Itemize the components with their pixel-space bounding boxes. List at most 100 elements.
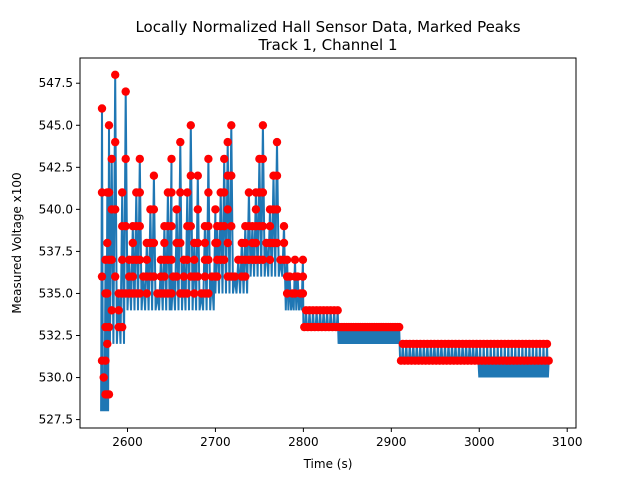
peak-marker	[272, 171, 282, 180]
peak-marker	[114, 306, 123, 315]
peak-marker	[282, 255, 292, 264]
peak-marker	[111, 70, 120, 80]
y-tick-label: 530.0	[39, 371, 73, 385]
peak-marker	[183, 289, 192, 298]
peak-marker	[104, 121, 114, 130]
peak-marker	[142, 289, 151, 298]
peak-marker	[183, 255, 192, 264]
signal-layer	[100, 74, 550, 412]
peak-marker	[190, 289, 199, 298]
x-tick-label: 3000	[464, 435, 495, 449]
peak-marker	[204, 154, 213, 164]
peak-marker	[279, 222, 289, 231]
peak-marker	[111, 205, 120, 214]
peak-marker	[111, 272, 120, 281]
peak-marker	[176, 188, 185, 197]
peak-marker	[204, 255, 213, 264]
peak-marker	[107, 255, 116, 264]
peak-marker	[128, 272, 137, 281]
peak-marker	[204, 188, 213, 197]
peak-marker	[220, 255, 229, 264]
peak-marker	[227, 121, 236, 130]
plot-area	[97, 70, 553, 412]
peak-marker	[241, 272, 250, 281]
peak-marker	[167, 188, 176, 197]
peak-marker	[193, 272, 202, 281]
peak-marker	[160, 238, 169, 248]
peak-marker	[272, 137, 282, 147]
peak-marker	[223, 238, 232, 248]
peak-marker	[186, 171, 195, 180]
peak-marker	[176, 137, 185, 147]
peak-marker	[107, 154, 116, 164]
peak-marker	[227, 171, 236, 180]
peak-marker	[544, 356, 553, 365]
peak-marker	[279, 238, 289, 248]
peak-marker	[149, 171, 159, 180]
peak-marker	[258, 255, 268, 264]
chart-title-line1: Locally Normalized Hall Sensor Data, Mar…	[135, 18, 520, 36]
y-axis-ticks: 527.5 530.0 532.5 535.0 537.5 540.0 542.5 545.0…	[39, 76, 80, 427]
peak-marker	[167, 222, 176, 231]
x-axis-ticks: 2600 2700 2800 2900 3000 3100	[112, 428, 582, 449]
peak-marker	[118, 188, 127, 197]
peak-marker	[149, 238, 159, 248]
peak-marker	[172, 205, 181, 214]
x-axis-label: Time (s)	[303, 457, 353, 471]
peak-marker	[121, 222, 130, 231]
y-tick-label: 527.5	[39, 413, 73, 427]
peak-marker	[542, 339, 552, 349]
peak-marker	[167, 289, 176, 298]
peak-marker	[272, 238, 282, 248]
peak-marker	[104, 390, 114, 399]
peak-marker	[220, 188, 229, 197]
signal-line	[100, 74, 550, 412]
peak-marker	[251, 205, 261, 214]
peak-marker	[230, 272, 239, 281]
peak-marker	[298, 255, 308, 264]
peak-marker	[99, 373, 108, 382]
peak-marker	[186, 222, 195, 231]
peak-marker	[213, 272, 222, 281]
peak-marker	[160, 272, 169, 281]
y-tick-label: 535.0	[39, 286, 73, 300]
peak-marker	[103, 289, 112, 298]
axes-frame	[79, 57, 577, 429]
peak-marker	[298, 289, 308, 298]
peak-marker	[200, 238, 210, 248]
peak-marker	[213, 238, 222, 248]
peak-marker	[172, 272, 181, 281]
peak-marker	[200, 272, 210, 281]
y-tick-label: 547.5	[39, 76, 73, 90]
peak-marker	[298, 272, 308, 281]
peak-marker	[223, 137, 232, 147]
peak-marker	[121, 87, 130, 96]
peak-marker	[135, 154, 144, 164]
peak-marker	[265, 222, 275, 231]
peak-marker	[167, 154, 176, 164]
peak-marker	[128, 238, 137, 248]
peak-marker	[193, 238, 202, 248]
peak-marker	[251, 238, 261, 248]
peak-marker	[97, 104, 107, 113]
peak-marker	[149, 205, 159, 214]
peak-marker	[333, 306, 342, 315]
peak-marker	[244, 188, 254, 197]
peak-marker	[135, 255, 144, 264]
peak-marker	[204, 222, 213, 231]
peak-marker	[118, 255, 127, 264]
x-tick-label: 2600	[112, 435, 143, 449]
peak-marker	[179, 272, 188, 281]
y-tick-label: 542.5	[39, 160, 73, 174]
peak-marker	[176, 238, 185, 248]
peak-marker	[193, 205, 202, 214]
peak-marker	[183, 188, 192, 197]
y-tick-label: 540.0	[39, 202, 73, 216]
x-tick-label: 2900	[376, 435, 407, 449]
peak-marker	[142, 255, 151, 264]
peak-marker	[241, 238, 250, 248]
x-tick-label: 3100	[552, 435, 583, 449]
peak-marker	[111, 137, 120, 147]
